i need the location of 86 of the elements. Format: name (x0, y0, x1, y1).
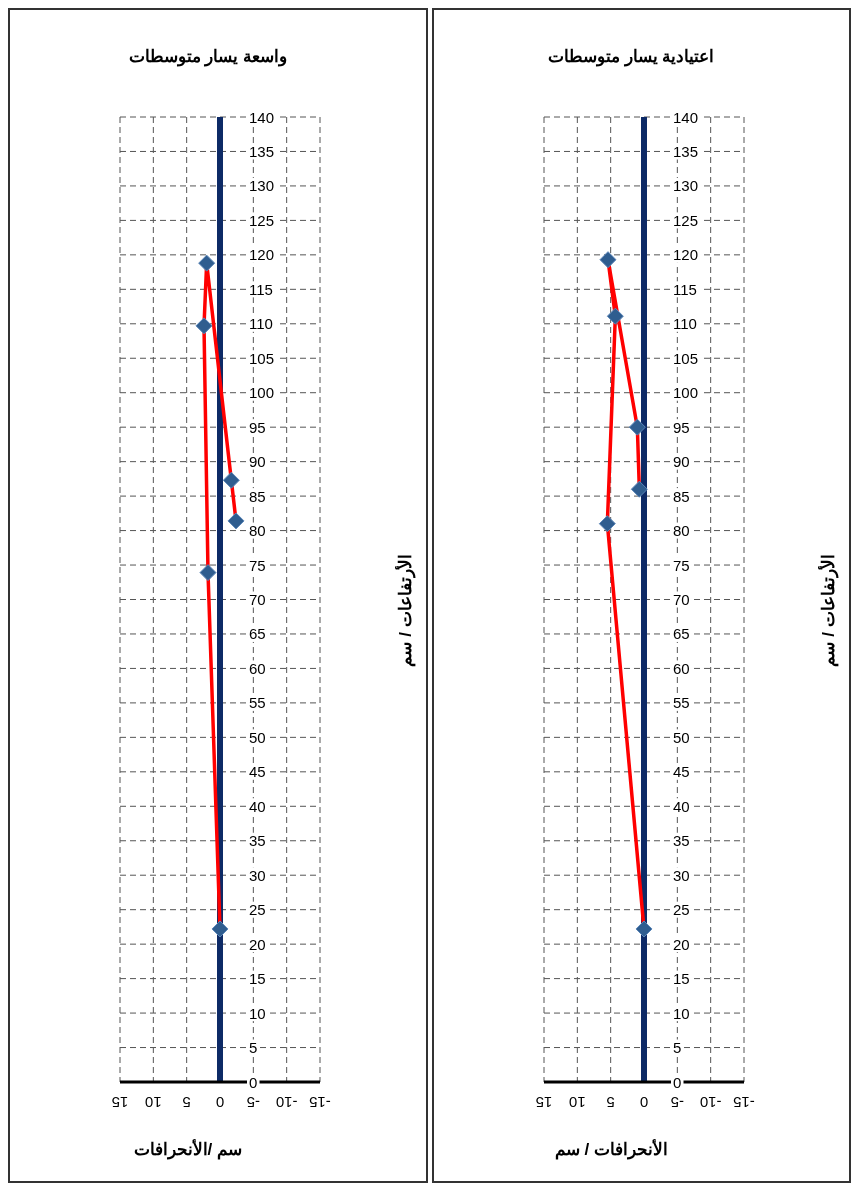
y-tick-label: 10 (672, 1004, 690, 1022)
point (599, 251, 616, 269)
y-tick-label: 20 (249, 935, 266, 953)
y-tick-label: 40 (249, 797, 266, 815)
y-axis-title: الأرتفاعات / سم (817, 553, 839, 667)
y-tick-label: 135 (249, 142, 275, 160)
y-tick-label: 15 (672, 970, 690, 988)
y-tick-label: 50 (249, 728, 266, 746)
point (198, 254, 216, 272)
x-axis-title: سم /الأنحرافات (132, 1139, 243, 1160)
x-tick-label: -10 (699, 1093, 722, 1111)
point (222, 471, 240, 489)
y-tick-label: 50 (672, 728, 690, 746)
chart-title: اعتيادية يسار متوسطات (547, 46, 716, 67)
y-tick-label: 130 (249, 177, 275, 195)
y-tick-label: 90 (672, 453, 690, 471)
y-tick-label: 15 (249, 970, 266, 988)
x-tick-label: 10 (568, 1093, 586, 1111)
y-tick-label: 65 (672, 625, 690, 643)
y-tick-label: 25 (249, 901, 266, 919)
y-tick-label: 115 (249, 280, 273, 298)
y-tick-label: 110 (672, 315, 697, 333)
y-tick-label: 80 (672, 522, 690, 540)
y-tick-label: 115 (672, 280, 697, 298)
y-tick-label: 125 (249, 211, 275, 229)
y-tick-label: 105 (672, 349, 698, 367)
y-tick-label: 85 (672, 487, 690, 505)
x-tick-label: -15 (732, 1093, 755, 1111)
y-tick-label: 55 (249, 694, 266, 712)
y-tick-label: 30 (249, 866, 266, 884)
x-tick-label: -5 (670, 1093, 684, 1111)
y-tick-label: 40 (672, 797, 690, 815)
y-tick-label: 60 (249, 659, 266, 677)
y-tick-label: 100 (249, 384, 275, 402)
y-tick-label: 125 (672, 211, 698, 229)
y-tick-label: 65 (249, 625, 266, 643)
y-tick-label: 80 (249, 522, 266, 540)
y-tick-label: 35 (672, 832, 690, 850)
y-tick-label: 130 (672, 177, 698, 195)
x-tick-label: 0 (639, 1093, 648, 1111)
y-tick-label: 35 (249, 832, 266, 850)
point (195, 317, 213, 335)
point (227, 512, 245, 530)
y-tick-label: 45 (672, 763, 690, 781)
x-tick-label: -10 (275, 1093, 298, 1111)
x-tick-label: 0 (215, 1093, 225, 1111)
x-tick-label: 10 (144, 1093, 162, 1111)
y-tick-label: 75 (672, 556, 690, 574)
y-tick-label: 70 (672, 591, 690, 608)
x-tick-label: -15 (309, 1093, 331, 1111)
x-tick-label: 5 (605, 1093, 615, 1111)
y-tick-label: 100 (672, 384, 698, 402)
x-tick-label: 5 (182, 1093, 191, 1111)
y-tick-label: 30 (672, 866, 690, 884)
y-tick-label: 140 (249, 108, 275, 126)
y-tick-label: 60 (672, 659, 690, 677)
y-tick-label: 135 (672, 142, 698, 160)
y-tick-label: 55 (672, 694, 690, 712)
point (606, 307, 624, 325)
point (598, 515, 616, 533)
y-tick-label: 70 (249, 591, 266, 608)
y-tick-label: 140 (672, 108, 698, 126)
y-tick-label: 120 (672, 246, 698, 264)
point (199, 564, 217, 582)
x-tick-label: -5 (246, 1093, 261, 1111)
y-tick-label: 45 (249, 763, 266, 781)
x-tick-label: 15 (535, 1093, 552, 1111)
y-tick-label: 0 (249, 1073, 258, 1091)
y-tick-label: 75 (249, 556, 266, 574)
y-tick-label: 5 (249, 1039, 258, 1057)
y-tick-label: 5 (672, 1039, 681, 1057)
y-tick-label: 95 (249, 418, 266, 436)
y-axis-title: الأرتفاعات / سم (394, 553, 416, 667)
y-tick-label: 25 (672, 901, 690, 919)
y-tick-label: 20 (672, 935, 690, 953)
y-tick-label: 0 (672, 1073, 681, 1091)
chart-title: واسعة يسار متوسطات (127, 46, 288, 67)
y-tick-label: 110 (249, 315, 273, 333)
y-tick-label: 120 (249, 246, 275, 264)
y-tick-label: 105 (249, 349, 275, 367)
x-axis-title: الأنحرافات / سم (553, 1139, 669, 1160)
x-tick-label: 15 (111, 1093, 129, 1111)
y-tick-label: 10 (249, 1004, 266, 1022)
y-tick-label: 95 (672, 418, 690, 436)
y-tick-label: 90 (249, 453, 266, 471)
y-tick-label: 85 (249, 487, 266, 505)
